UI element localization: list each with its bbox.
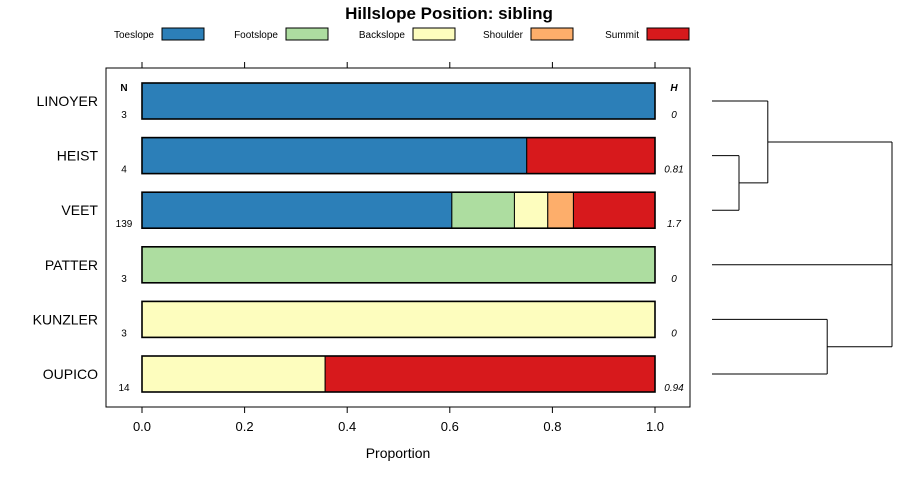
x-axis: 0.0 0.2 0.4 0.6 0.8 1.0 [133,62,664,434]
legend-label-toeslope: Toeslope [114,30,154,41]
bar-segment-linoyer-toeslope [141,82,656,120]
row-label-linoyer: LINOYER [37,93,98,109]
bar-segment-heist-toeslope [141,137,528,175]
bar-segment-veet-backslope [513,191,549,229]
h-value-oupico: 0.94 [664,383,684,394]
bar-outline-patter [141,246,656,284]
row-label-kunzler: KUNZLER [33,311,98,327]
x-tick-label: 0.6 [441,419,459,434]
n-column-header: N [120,83,127,94]
legend-swatch-summit [646,27,690,41]
row-label-heist: HEIST [57,148,99,164]
plot-panel [105,67,691,408]
bar-segment-heist-summit [526,137,656,175]
row-labels: LINOYER HEIST VEET PATTER KUNZLER OUPICO [33,93,99,382]
n-value-veet: 139 [116,219,133,230]
x-tick-label: 0.2 [236,419,254,434]
bar-segment-oupico-backslope [141,355,326,393]
bar-outline-linoyer [141,82,656,120]
chart-title: Hillslope Position: sibling [345,4,553,23]
x-tick-label: 1.0 [646,419,664,434]
bar-segment-patter-footslope [141,246,656,284]
legend-label-summit: Summit [605,30,639,41]
h-value-kunzler: 0 [671,328,677,339]
bar-outline-heist [141,136,656,175]
x-tick-label: 0.0 [133,419,151,434]
h-value-patter: 0 [671,274,677,285]
h-value-veet: 1.7 [667,219,681,230]
x-tick-label: 0.8 [543,419,561,434]
legend: Toeslope Footslope Backslope Shoulder Summit [114,27,690,41]
legend-label-backslope: Backslope [359,30,406,41]
bar-segment-veet-summit [572,191,656,229]
bar-segment-kunzler-backslope [141,300,656,338]
n-value-linoyer: 3 [121,110,127,121]
bar-segment-veet-footslope [451,191,515,229]
n-value-patter: 3 [121,274,127,285]
n-value-kunzler: 3 [121,328,127,339]
legend-swatch-shoulder [530,27,574,41]
legend-label-shoulder: Shoulder [483,30,524,41]
bar-outline-veet [141,191,656,229]
row-label-veet: VEET [61,202,98,218]
legend-swatch-footslope [285,27,329,41]
row-label-oupico: OUPICO [43,366,98,382]
h-column-header: H [670,83,678,94]
n-value-heist: 4 [121,165,127,176]
x-tick-label: 0.4 [338,419,356,434]
dendrogram [712,100,893,375]
bar-segment-veet-toeslope [141,191,453,229]
x-axis-label: Proportion [366,445,431,461]
row-label-patter: PATTER [45,257,98,273]
bars: 3 0 4 0.81 139 1.7 3 0 3 0 14 0.94 [116,82,684,394]
legend-swatch-backslope [412,27,456,41]
n-value-oupico: 14 [118,383,130,394]
h-value-linoyer: 0 [671,110,677,121]
legend-label-footslope: Footslope [234,30,278,41]
bar-segment-veet-shoulder [547,191,574,229]
h-value-heist: 0.81 [664,165,683,176]
bar-outline-oupico [141,355,656,393]
legend-swatch-toeslope [161,27,205,41]
bar-segment-oupico-summit [324,355,656,393]
bar-outline-kunzler [141,300,656,339]
